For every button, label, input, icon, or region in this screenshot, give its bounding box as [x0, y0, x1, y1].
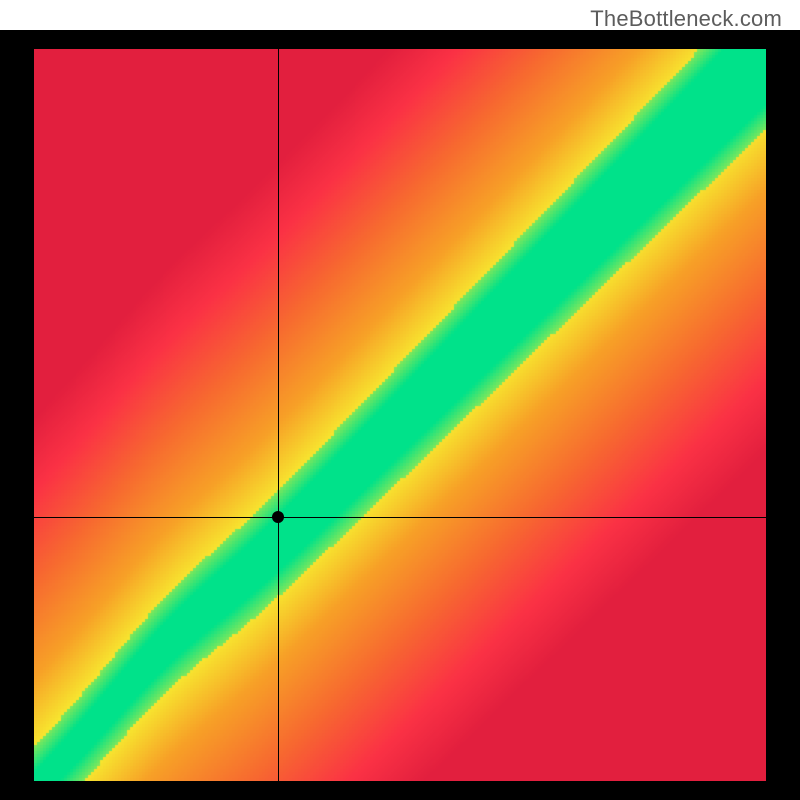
intersection-marker-dot	[272, 511, 284, 523]
crosshair-vertical	[278, 49, 279, 781]
watermark-text: TheBottleneck.com	[590, 6, 782, 32]
heatmap-canvas	[34, 49, 766, 781]
chart-container: TheBottleneck.com	[0, 0, 800, 800]
heatmap-plot-area	[34, 49, 766, 781]
crosshair-horizontal	[34, 517, 766, 518]
